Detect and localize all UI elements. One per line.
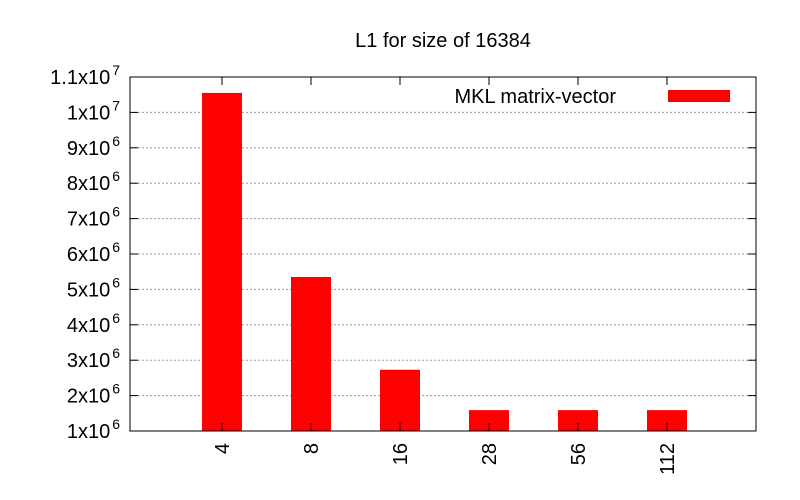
y-tick-label: 5x10 6 xyxy=(67,274,120,301)
x-tick-label-28: 28 xyxy=(479,443,501,465)
x-tick-label-56: 56 xyxy=(568,443,590,465)
bar-28 xyxy=(469,410,509,431)
y-tick-label: 6x10 6 xyxy=(67,239,120,266)
y-tick-label: 9x10 6 xyxy=(67,133,120,160)
bar-56 xyxy=(558,410,598,431)
y-tick-label: 1x10 6 xyxy=(67,416,120,443)
axis-ticks: 1x10 6 2x10 6 3x10 6 4x10 6 5x10 6 6x10 6 7x10 6 8x10 6… xyxy=(50,62,756,475)
x-tick-label-4: 4 xyxy=(212,443,234,454)
legend-label-mkl: MKL matrix-vector xyxy=(454,86,616,108)
chart-title: L1 for size of 16384 xyxy=(355,30,531,52)
y-tick-label: 2x10 6 xyxy=(67,381,120,408)
bar-8 xyxy=(291,277,331,431)
y-tick-label: 3x10 6 xyxy=(67,345,120,372)
bars xyxy=(202,92,687,432)
y-tick-label: 4x10 6 xyxy=(67,310,120,337)
y-tick-label: 7x10 6 xyxy=(67,204,120,231)
legend-swatch-mkl xyxy=(668,90,730,102)
bar-112 xyxy=(647,410,687,431)
y-tick-label: 1x10 7 xyxy=(67,97,120,124)
x-tick-label-112: 112 xyxy=(657,443,679,475)
y-tick-label: 1.1x10 7 xyxy=(50,62,120,89)
x-tick-label-8: 8 xyxy=(301,443,323,454)
x-tick-label-16: 16 xyxy=(390,443,412,465)
bar-4 xyxy=(202,92,242,432)
legend: MKL matrix-vector xyxy=(454,86,730,108)
bar-16 xyxy=(380,369,420,431)
y-tick-label: 8x10 6 xyxy=(67,168,120,195)
